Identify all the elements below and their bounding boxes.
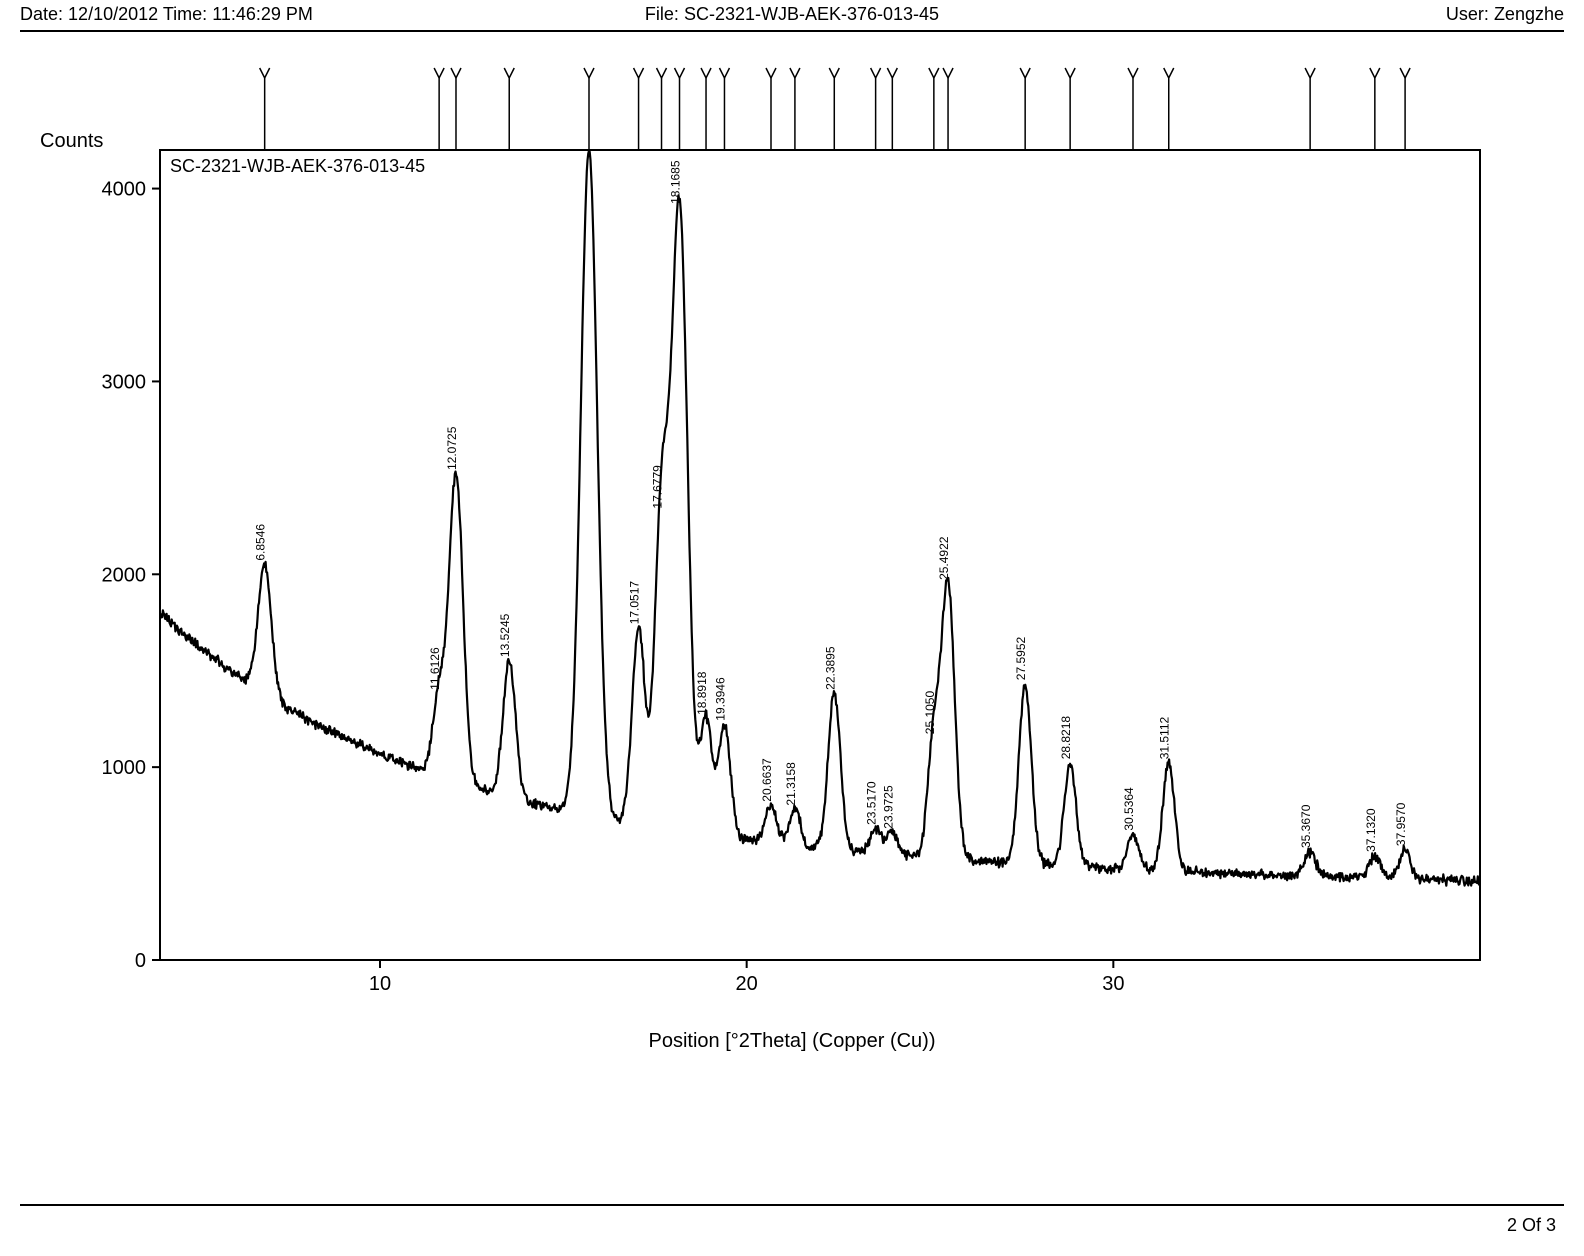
svg-text:11.6126: 11.6126 <box>428 647 442 690</box>
page-number: 2 Of 3 <box>1507 1215 1556 1236</box>
x-axis-label: Position [°2Theta] (Copper (Cu)) <box>0 1030 1584 1053</box>
svg-text:20: 20 <box>736 973 758 995</box>
svg-text:22.3895: 22.3895 <box>823 646 837 690</box>
svg-text:23.5170: 23.5170 <box>865 781 879 825</box>
svg-text:25.4922: 25.4922 <box>937 536 951 580</box>
svg-text:30.5364: 30.5364 <box>1122 787 1136 831</box>
svg-text:19.3946: 19.3946 <box>713 677 727 721</box>
svg-text:30: 30 <box>1102 973 1124 995</box>
svg-text:15.6873: 15.6873 <box>578 106 592 150</box>
svg-text:35.3670: 35.3670 <box>1299 804 1313 848</box>
svg-text:SC-2321-WJB-AEK-376-013-45: SC-2321-WJB-AEK-376-013-45 <box>170 156 425 176</box>
xrd-chart: 0 1000 2000 3000 4000 10 20 30 SC-2321-WJB-AEK-3… <box>0 0 1584 1100</box>
svg-text:20.6637: 20.6637 <box>760 758 774 802</box>
svg-text:28.8218: 28.8218 <box>1059 716 1073 760</box>
svg-text:23.9725: 23.9725 <box>881 785 895 829</box>
svg-text:37.9570: 37.9570 <box>1394 802 1408 846</box>
svg-text:25.1050: 25.1050 <box>923 691 937 735</box>
svg-text:37.1320: 37.1320 <box>1364 808 1378 852</box>
svg-text:3000: 3000 <box>102 371 147 393</box>
svg-text:18.8918: 18.8918 <box>695 671 709 715</box>
svg-text:12.0725: 12.0725 <box>445 426 459 470</box>
footer-rule <box>20 1204 1564 1206</box>
svg-text:17.6779: 17.6779 <box>651 465 665 509</box>
svg-text:10: 10 <box>369 973 391 995</box>
svg-text:31.5112: 31.5112 <box>1158 716 1172 759</box>
svg-text:27.5952: 27.5952 <box>1014 637 1028 681</box>
svg-text:21.3158: 21.3158 <box>784 762 798 806</box>
svg-text:18.1685: 18.1685 <box>669 160 683 204</box>
svg-text:0: 0 <box>135 950 146 972</box>
svg-text:6.8546: 6.8546 <box>254 524 268 561</box>
svg-text:4000: 4000 <box>102 179 147 201</box>
svg-text:17.0517: 17.0517 <box>628 581 642 625</box>
svg-text:1000: 1000 <box>102 757 147 779</box>
svg-text:13.5245: 13.5245 <box>498 613 512 657</box>
svg-text:2000: 2000 <box>102 564 147 586</box>
